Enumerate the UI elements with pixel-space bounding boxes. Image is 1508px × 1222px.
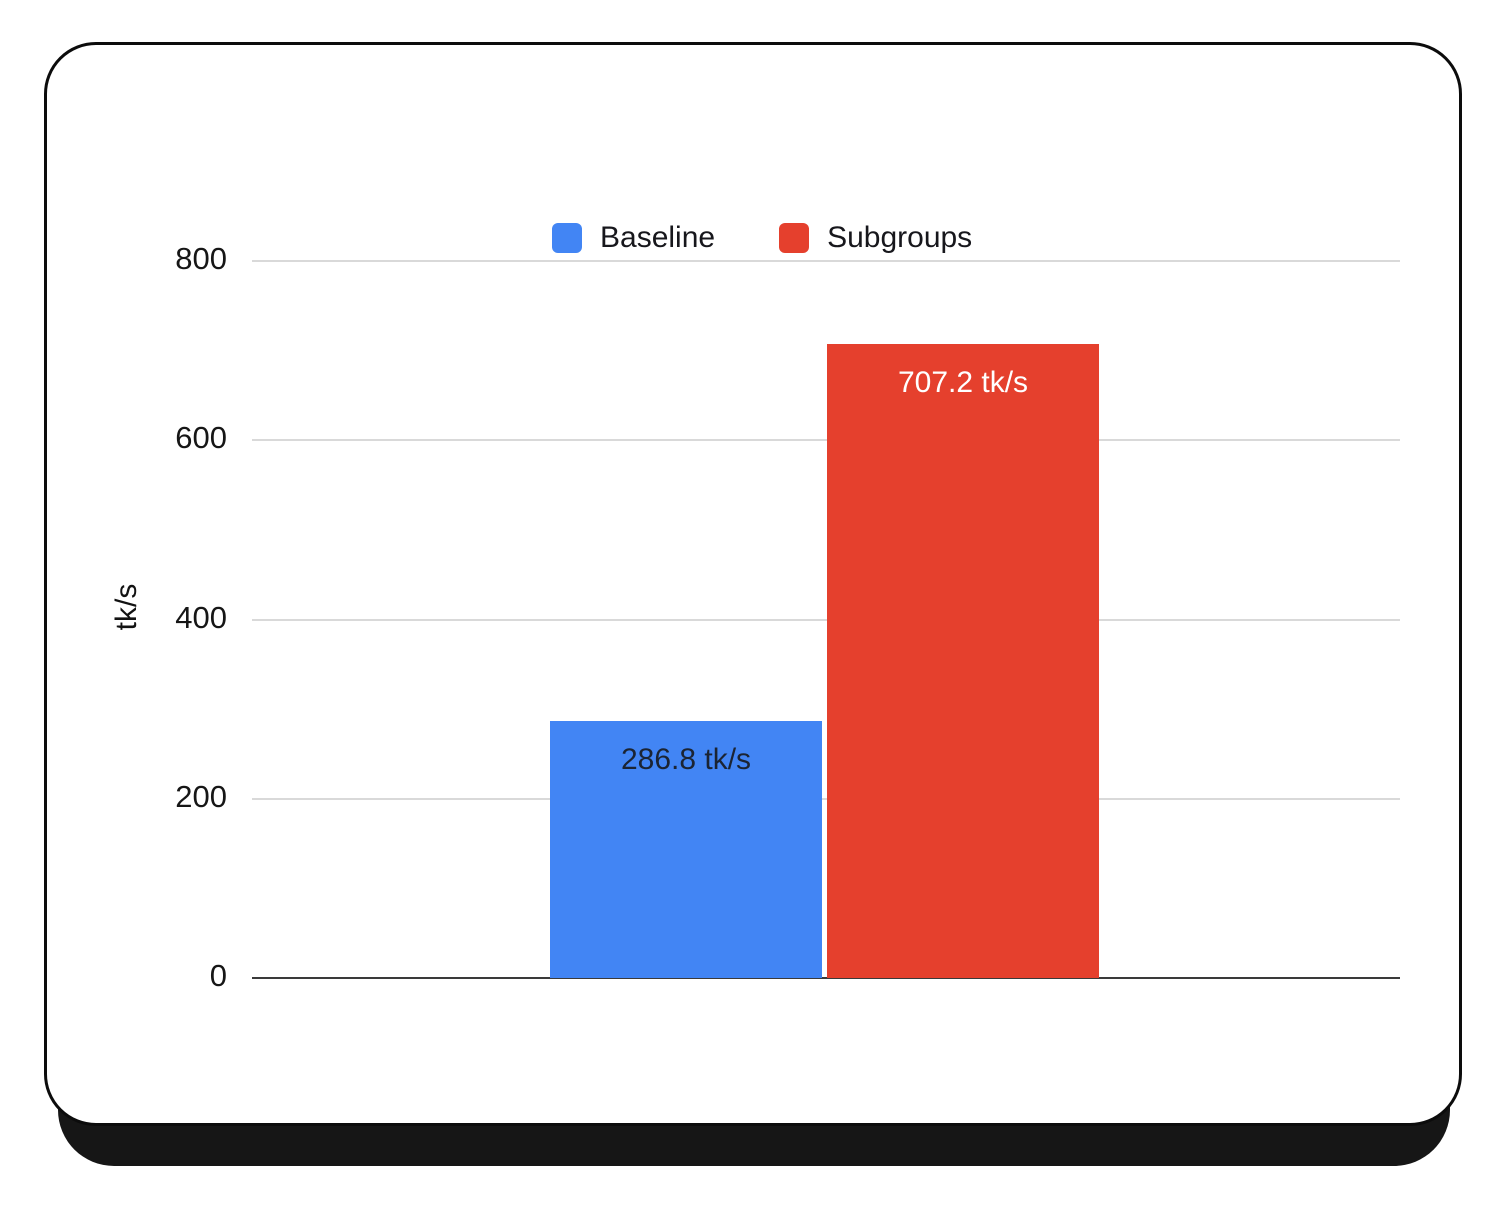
y-tick-label-600: 600 (175, 420, 227, 456)
bar-value-label-subgroups: 707.2 tk/s (897, 366, 1029, 400)
gridline-200 (252, 797, 1400, 800)
legend-swatch-baseline (552, 223, 582, 253)
legend-swatch-subgroups (779, 223, 810, 253)
legend-label-subgroups: Subgroups (827, 221, 973, 254)
gridline-800 (252, 260, 1400, 262)
bar-value-label-baseline: 286.8 tk/s (620, 742, 752, 776)
chart-card: Baseline Subgroups tk/s 286.8 tk/s 707.2… (44, 42, 1462, 1126)
legend-item-subgroups[interactable]: Subgroups (779, 221, 972, 255)
bar-baseline[interactable]: 286.8 tk/s (550, 720, 822, 978)
y-tick-label-800: 800 (175, 241, 227, 277)
legend-label-baseline: Baseline (600, 221, 716, 254)
y-tick-label-0: 0 (209, 958, 227, 994)
gridline-600 (252, 439, 1400, 442)
y-tick-label-200: 200 (175, 778, 227, 814)
legend: Baseline Subgroups (552, 221, 972, 255)
gridline-400 (252, 618, 1400, 621)
bar-subgroups[interactable]: 707.2 tk/s (827, 344, 1099, 978)
y-tick-label-400: 400 (175, 599, 227, 635)
gridline-0 (252, 977, 1400, 979)
plot-area: 286.8 tk/s 707.2 tk/s 0 200 400 600 800 (175, 241, 1400, 993)
legend-item-baseline[interactable]: Baseline (552, 221, 715, 255)
